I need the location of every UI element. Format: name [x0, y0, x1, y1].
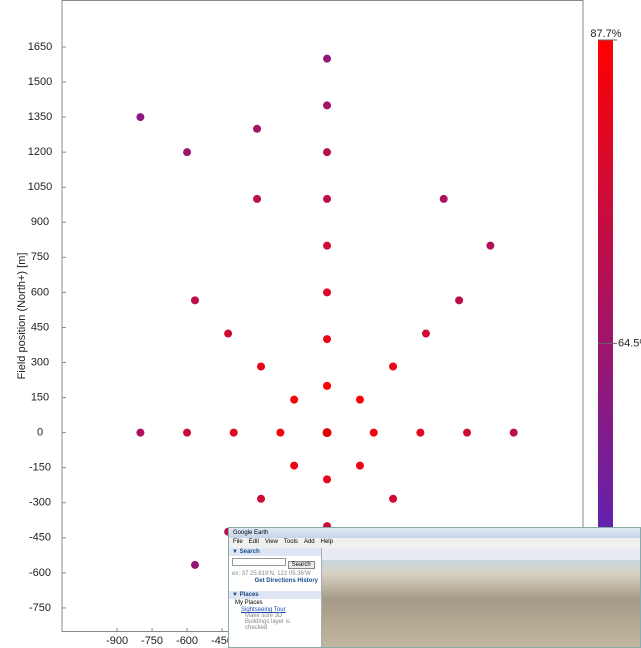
- menu-bar: File Edit View Tools Add Help: [229, 538, 640, 547]
- search-hint: ex: 37 25.819'N, 122 05.36'W: [232, 571, 311, 577]
- heliostat: [389, 494, 398, 503]
- y-tick-label: 450: [31, 321, 49, 333]
- get-directions[interactable]: Get Directions: [254, 578, 296, 584]
- y-axis-label: Field position (North+) [m]: [16, 253, 28, 380]
- history[interactable]: History: [297, 578, 318, 584]
- x-tick-label: -450: [211, 635, 233, 647]
- tour-link[interactable]: Sightseeing Tour: [241, 607, 286, 613]
- heliostat: [257, 362, 266, 371]
- y-tick-label: 300: [31, 356, 49, 368]
- places-header: ▼ Places: [229, 591, 321, 599]
- window-title: Google Earth: [229, 528, 640, 538]
- sidebar: ▼ Search Search ex: 37 25.819'N, 122 05.…: [229, 548, 322, 647]
- heliostat: [183, 148, 192, 157]
- menu-item[interactable]: Tools: [283, 539, 298, 545]
- heliostat: [229, 428, 238, 437]
- google-earth-window: Google Earth File Edit View Tools Add Help ▼ …: [228, 527, 641, 648]
- x-tick-label: -600: [176, 635, 198, 647]
- heliostat: [509, 428, 518, 437]
- earth-view: [322, 560, 640, 647]
- heliostat: [290, 461, 299, 470]
- search-header: ▼ Search: [229, 548, 321, 556]
- tour-note: Make sure 3D Buildings layer is checked: [245, 613, 291, 631]
- y-tick-label: 1350: [28, 111, 52, 123]
- heliostat: [323, 288, 332, 297]
- heliostat: [183, 428, 192, 437]
- heliostat: [323, 194, 332, 203]
- y-tick-label: -150: [29, 462, 51, 474]
- heliostat: [439, 194, 448, 203]
- heliostat: [355, 461, 364, 470]
- heliostat: [323, 101, 332, 110]
- heliostat: [323, 335, 332, 344]
- heliostat: [323, 381, 332, 390]
- y-tick-label: 1650: [28, 41, 52, 53]
- heliostat: [253, 124, 262, 133]
- y-tick-label: 1050: [28, 181, 52, 193]
- heliostat: [276, 428, 285, 437]
- heliostat: [369, 428, 378, 437]
- heliostat: [190, 296, 199, 305]
- heliostat: [355, 395, 364, 404]
- search-button[interactable]: Search: [287, 561, 315, 569]
- heliostat: [323, 241, 332, 250]
- y-tick-label: 150: [31, 391, 49, 403]
- heliostat: [486, 241, 495, 250]
- x-tick-label: -900: [106, 635, 128, 647]
- heliostat: [290, 395, 299, 404]
- heliostat: [416, 428, 425, 437]
- my-places[interactable]: My Places: [235, 600, 263, 606]
- heliostat: [224, 329, 233, 338]
- heliostat: [136, 113, 145, 122]
- heliostat: [323, 475, 332, 484]
- colorbar-label: 87.7%: [590, 28, 621, 40]
- heliostat: [136, 428, 145, 437]
- heliostat: [190, 560, 199, 569]
- y-tick-label: 1500: [28, 76, 52, 88]
- receiver: [322, 428, 332, 438]
- heliostat: [389, 362, 398, 371]
- y-tick-label: 1200: [28, 146, 52, 158]
- toolbar: [322, 548, 640, 560]
- y-tick-label: -750: [29, 602, 51, 614]
- y-tick-label: -450: [29, 532, 51, 544]
- heliostat: [455, 296, 464, 305]
- y-tick-label: 600: [31, 286, 49, 298]
- menu-item[interactable]: Help: [320, 539, 333, 545]
- heliostat: [323, 148, 332, 157]
- y-tick-label: -600: [29, 567, 51, 579]
- heliostat: [421, 329, 430, 338]
- y-tick-label: 0: [37, 427, 43, 439]
- heliostat: [257, 494, 266, 503]
- heliostat: [253, 194, 262, 203]
- menu-item[interactable]: View: [265, 539, 278, 545]
- y-tick-label: -300: [29, 497, 51, 509]
- heliostat: [323, 54, 332, 63]
- colorbar: [598, 40, 613, 648]
- menu-item[interactable]: Add: [303, 539, 315, 545]
- y-tick-label: 900: [31, 216, 49, 228]
- menu-item[interactable]: Edit: [248, 539, 260, 545]
- menu-item[interactable]: File: [233, 539, 243, 545]
- colorbar-label: 64.5%: [618, 337, 641, 349]
- x-tick-label: -750: [141, 635, 163, 647]
- y-tick-label: 750: [31, 251, 49, 263]
- heliostat: [463, 428, 472, 437]
